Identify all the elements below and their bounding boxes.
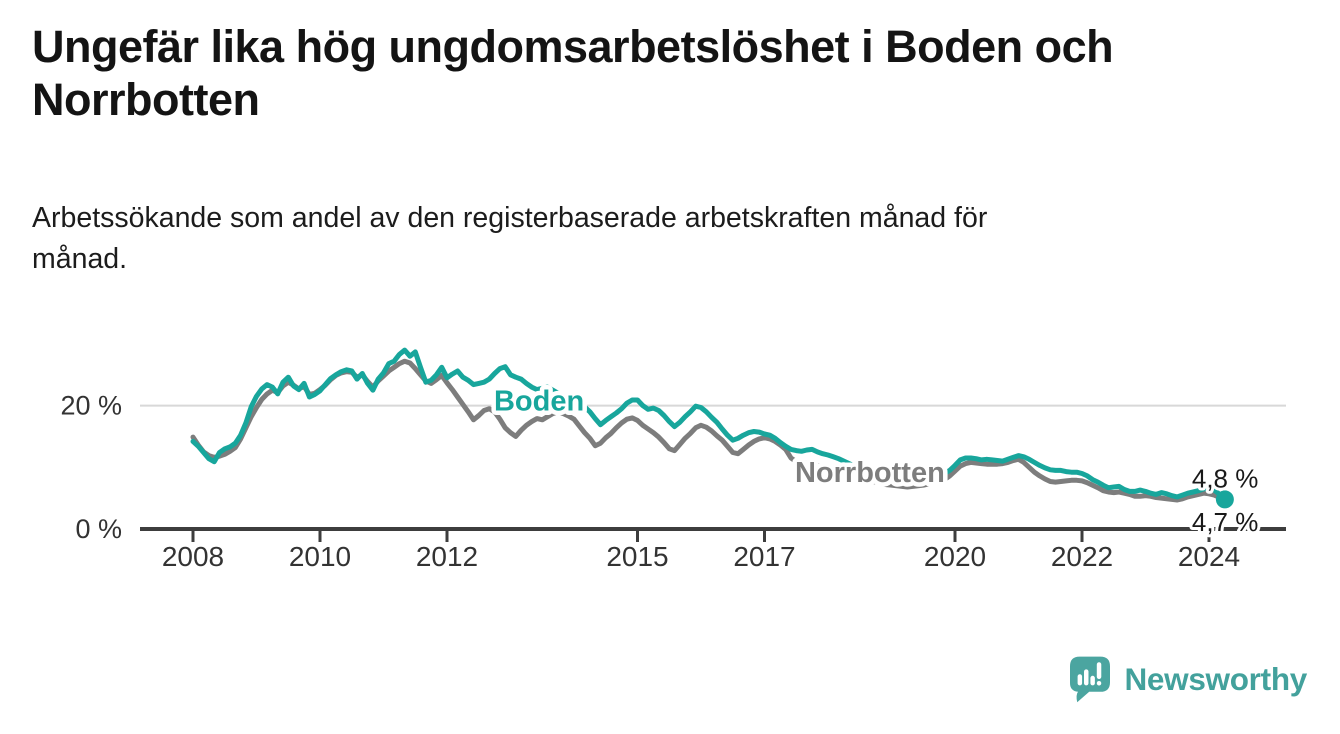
series-label-boden: Boden xyxy=(494,386,584,418)
chart-subtitle-line-2: månad. xyxy=(32,243,128,275)
y-tick-label-0: 0 % xyxy=(75,514,122,544)
x-tick-label-2020: 2020 xyxy=(924,541,986,572)
boden-end-dot xyxy=(1215,490,1234,509)
x-tick-label-2012: 2012 xyxy=(416,541,478,572)
newsworthy-brand-text: Newsworthy xyxy=(1124,660,1307,697)
series-label-norrbotten: Norrbotten xyxy=(795,457,945,489)
newsworthy-logo-icon xyxy=(1070,656,1111,703)
x-tick-label-2015: 2015 xyxy=(606,541,668,572)
y-tick-label-20: 20 % xyxy=(60,391,122,421)
x-tick-label-2017: 2017 xyxy=(733,541,795,572)
x-tick-label-2024: 2024 xyxy=(1178,541,1240,572)
x-tick-label-2010: 2010 xyxy=(289,541,351,572)
series-line-boden xyxy=(190,347,1228,502)
end-value-label-boden: 4,8 % xyxy=(1192,463,1259,493)
chart-title: Ungefär lika hög ungdomsarbetslöshet i B… xyxy=(32,20,1302,126)
end-value-label-norrbotten: 4,7 % xyxy=(1192,507,1259,537)
chart-subtitle-line-1: Arbetssökande som andel av den registerb… xyxy=(32,202,988,234)
newsworthy-logo: Newsworthy xyxy=(1066,650,1307,708)
x-tick-label-2008: 2008 xyxy=(162,541,224,572)
chart-title-line-1: Ungefär lika hög ungdomsarbetslöshet i B… xyxy=(32,21,1114,72)
series-line-norrbotten xyxy=(190,358,1228,503)
x-tick-label-2022: 2022 xyxy=(1051,541,1113,572)
chart-subtitle: Arbetssökande som andel av den registerb… xyxy=(32,198,1302,280)
chart-title-line-2: Norrbotten xyxy=(32,74,260,125)
